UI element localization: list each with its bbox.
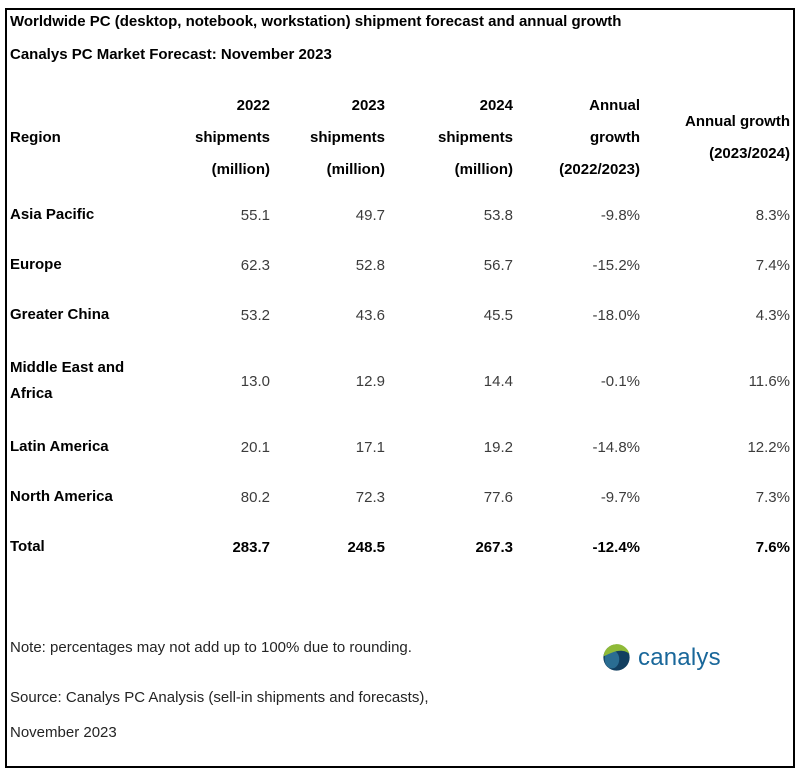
value-cell: 14.4 bbox=[483, 372, 513, 390]
region-name-cell: North America bbox=[10, 488, 113, 505]
value-cell: 4.3% bbox=[755, 306, 790, 324]
table-row-greater-china: Greater China 53.2 43.6 45.5 -18.0% 4.3% bbox=[10, 290, 790, 340]
page-title: Worldwide PC (desktop, notebook, worksta… bbox=[10, 13, 622, 30]
table-row-europe: Europe 62.3 52.8 56.7 -15.2% 7.4% bbox=[10, 240, 790, 290]
value-cell: 80.2 bbox=[240, 488, 270, 506]
region-name-cell: Europe bbox=[10, 256, 62, 273]
value-cell: 7.3% bbox=[755, 488, 790, 506]
value-cell: 12.9 bbox=[355, 372, 385, 390]
value-cell: 11.6% bbox=[748, 372, 790, 390]
value-cell: 52.8 bbox=[355, 256, 385, 274]
table-row-middle-east-and-africa: Middle East and Africa 13.0 12.9 14.4 -0… bbox=[10, 340, 790, 422]
region-name-cell: Greater China bbox=[10, 306, 110, 323]
forecast-table: Region 2022 shipments (million) 2023 shi… bbox=[10, 85, 790, 572]
value-cell: 77.6 bbox=[483, 488, 513, 506]
value-cell: 53.2 bbox=[240, 306, 270, 324]
value-cell: 267.3 bbox=[475, 538, 513, 556]
value-cell: 62.3 bbox=[240, 256, 270, 274]
value-cell: 7.6% bbox=[755, 538, 790, 556]
value-cell: 8.3% bbox=[755, 206, 790, 224]
value-cell: -9.7% bbox=[600, 488, 640, 506]
source-text: Source: Canalys PC Analysis (sell-in shi… bbox=[10, 689, 429, 706]
table-row-north-america: North America 80.2 72.3 77.6 -9.7% 7.3% bbox=[10, 472, 790, 522]
value-cell: 283.7 bbox=[232, 538, 270, 556]
canalys-logo-text: canalys bbox=[638, 643, 721, 671]
value-cell: 43.6 bbox=[355, 306, 385, 324]
table-row-latin-america: Latin America 20.1 17.1 19.2 -14.8% 12.2… bbox=[10, 422, 790, 472]
value-cell: 17.1 bbox=[355, 438, 385, 456]
table-row-total: Total 283.7 248.5 267.3 -12.4% 7.6% bbox=[10, 522, 790, 572]
page-subtitle: Canalys PC Market Forecast: November 202… bbox=[10, 46, 332, 63]
value-cell: -0.1% bbox=[600, 372, 640, 390]
region-name-cell: Total bbox=[10, 538, 45, 555]
column-header-2022-shipments: 2022 shipments (million) bbox=[194, 96, 270, 178]
figure-frame: Worldwide PC (desktop, notebook, worksta… bbox=[5, 8, 795, 768]
column-header-annual-growth-2022-2023: Annual growth (2022/2023) bbox=[559, 96, 640, 178]
source-date-text: November 2023 bbox=[10, 724, 117, 741]
region-name-cell: Latin America bbox=[10, 438, 109, 455]
canalys-logo: canalys bbox=[602, 643, 721, 672]
value-cell: -14.8% bbox=[592, 438, 640, 456]
value-cell: 55.1 bbox=[240, 206, 270, 224]
table-header-row: Region 2022 shipments (million) 2023 shi… bbox=[10, 85, 790, 190]
column-header-2023-shipments: 2023 shipments (million) bbox=[309, 96, 385, 178]
value-cell: 49.7 bbox=[355, 206, 385, 224]
value-cell: 19.2 bbox=[483, 438, 513, 456]
region-name-cell: Middle East and Africa bbox=[10, 359, 125, 402]
region-name-cell: Asia Pacific bbox=[10, 206, 95, 223]
column-header-2024-shipments: 2024 shipments (million) bbox=[437, 96, 513, 178]
value-cell: 12.2% bbox=[747, 438, 790, 456]
value-cell: 53.8 bbox=[483, 206, 513, 224]
value-cell: 72.3 bbox=[355, 488, 385, 506]
value-cell: 13.0 bbox=[240, 372, 270, 390]
value-cell: -9.8% bbox=[600, 206, 640, 224]
value-cell: 20.1 bbox=[240, 438, 270, 456]
value-cell: -18.0% bbox=[592, 306, 640, 324]
table-row-asia-pacific: Asia Pacific 55.1 49.7 53.8 -9.8% 8.3% bbox=[10, 190, 790, 240]
value-cell: 56.7 bbox=[483, 256, 513, 274]
value-cell: -15.2% bbox=[592, 256, 640, 274]
note-text: Note: percentages may not add up to 100%… bbox=[10, 639, 412, 656]
column-header-region: Region bbox=[10, 128, 61, 146]
column-header-annual-growth-2023-2024: Annual growth (2023/2024) bbox=[685, 112, 790, 162]
value-cell: -12.4% bbox=[592, 538, 640, 556]
value-cell: 45.5 bbox=[483, 306, 513, 324]
value-cell: 248.5 bbox=[347, 538, 385, 556]
canalys-globe-icon bbox=[603, 644, 630, 671]
value-cell: 7.4% bbox=[755, 256, 790, 274]
